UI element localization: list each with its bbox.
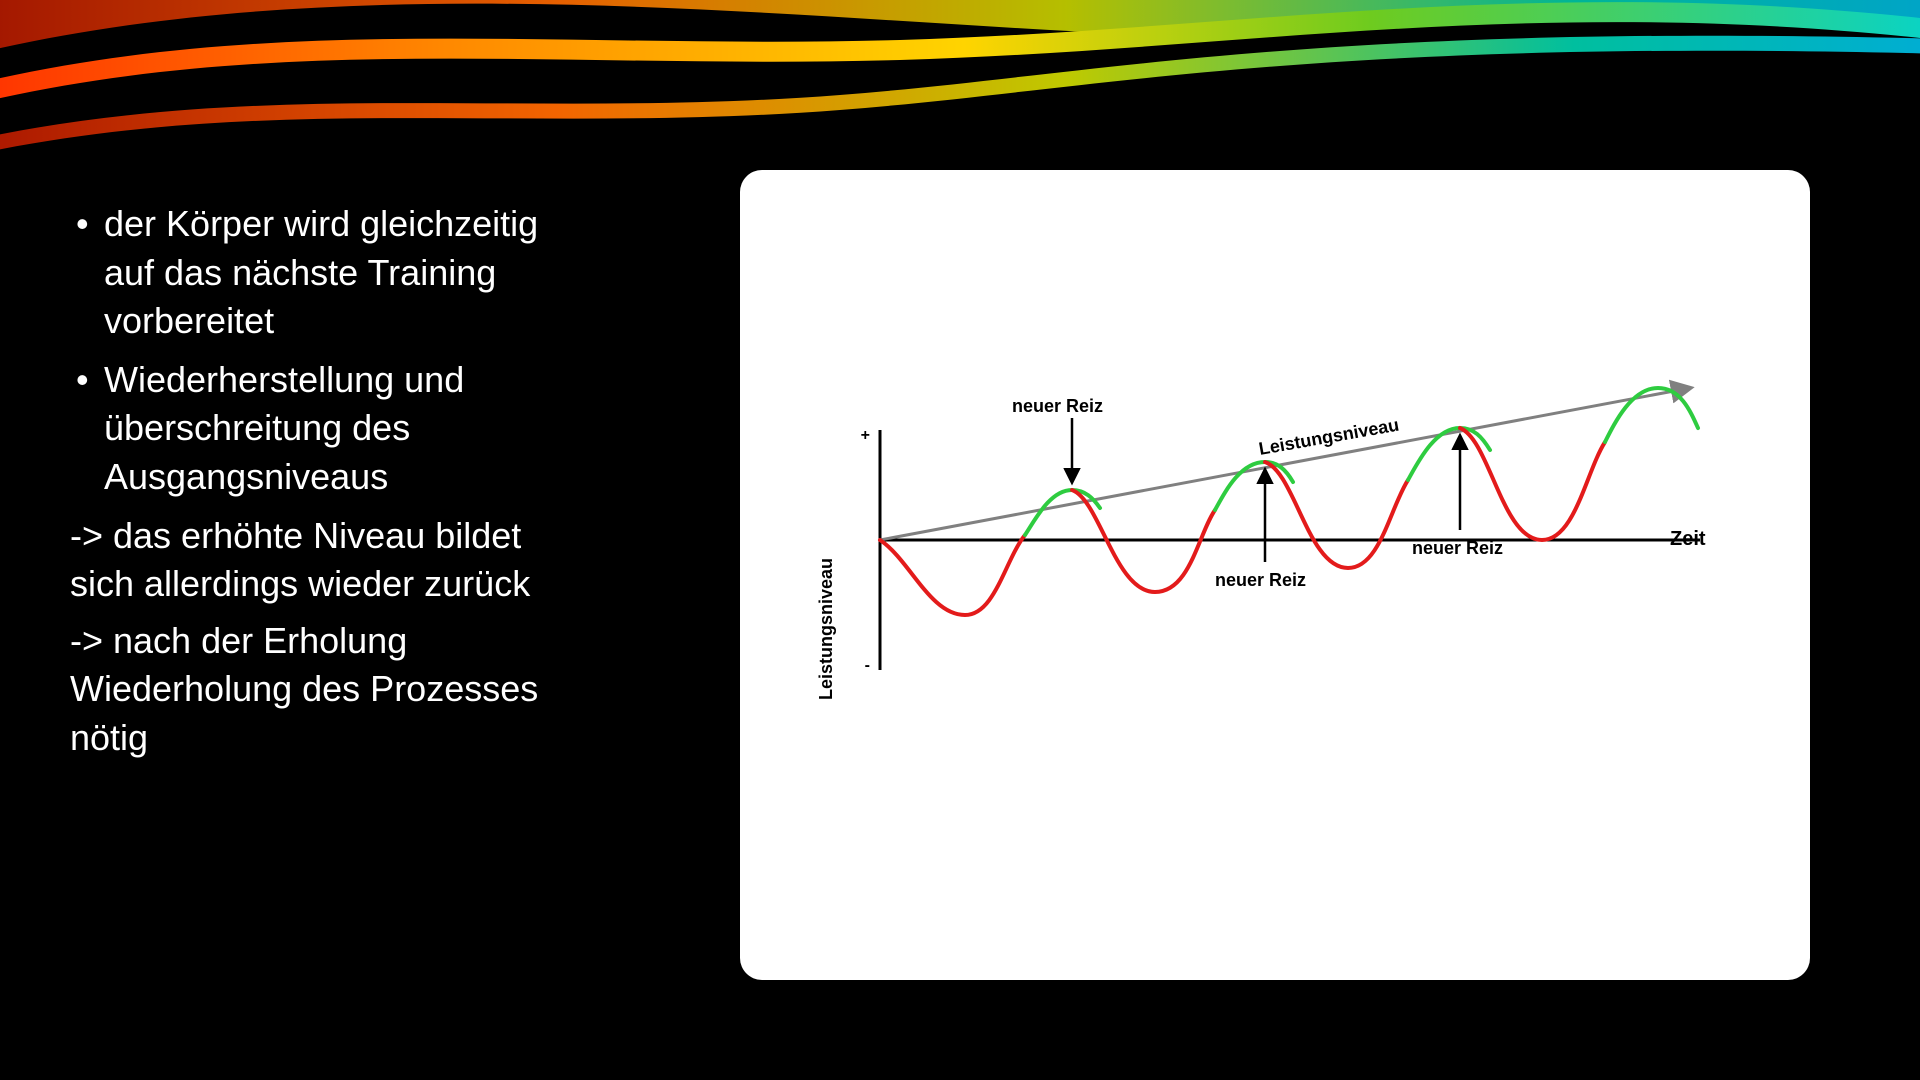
y-plus: +: [861, 427, 870, 444]
followup-2: -> nach der Erholung Wiederholung des Pr…: [70, 617, 550, 763]
trend-line: [880, 388, 1690, 540]
y-minus: -: [865, 657, 870, 674]
x-axis-label: Zeit: [1670, 528, 1706, 551]
slide-text: der Körper wird gleichzeitig auf das näc…: [70, 200, 550, 763]
annot-1-label: neuer Reiz: [1012, 396, 1103, 417]
annot-3-label: neuer Reiz: [1412, 538, 1503, 559]
bullet-2: Wiederherstellung und überschreitung des…: [70, 356, 550, 502]
annot-2-label: neuer Reiz: [1215, 570, 1306, 591]
followup-1: -> das erhöhte Niveau bildet sich allerd…: [70, 512, 550, 609]
supercompensation-figure: Leistungsniveau + - Leistungsniveau: [740, 170, 1810, 980]
trend-label: Leistungsniveau: [1257, 415, 1400, 459]
chart-svg: + - Leistungsniveau: [800, 370, 1750, 690]
bullet-1: der Körper wird gleichzeitig auf das näc…: [70, 200, 550, 346]
